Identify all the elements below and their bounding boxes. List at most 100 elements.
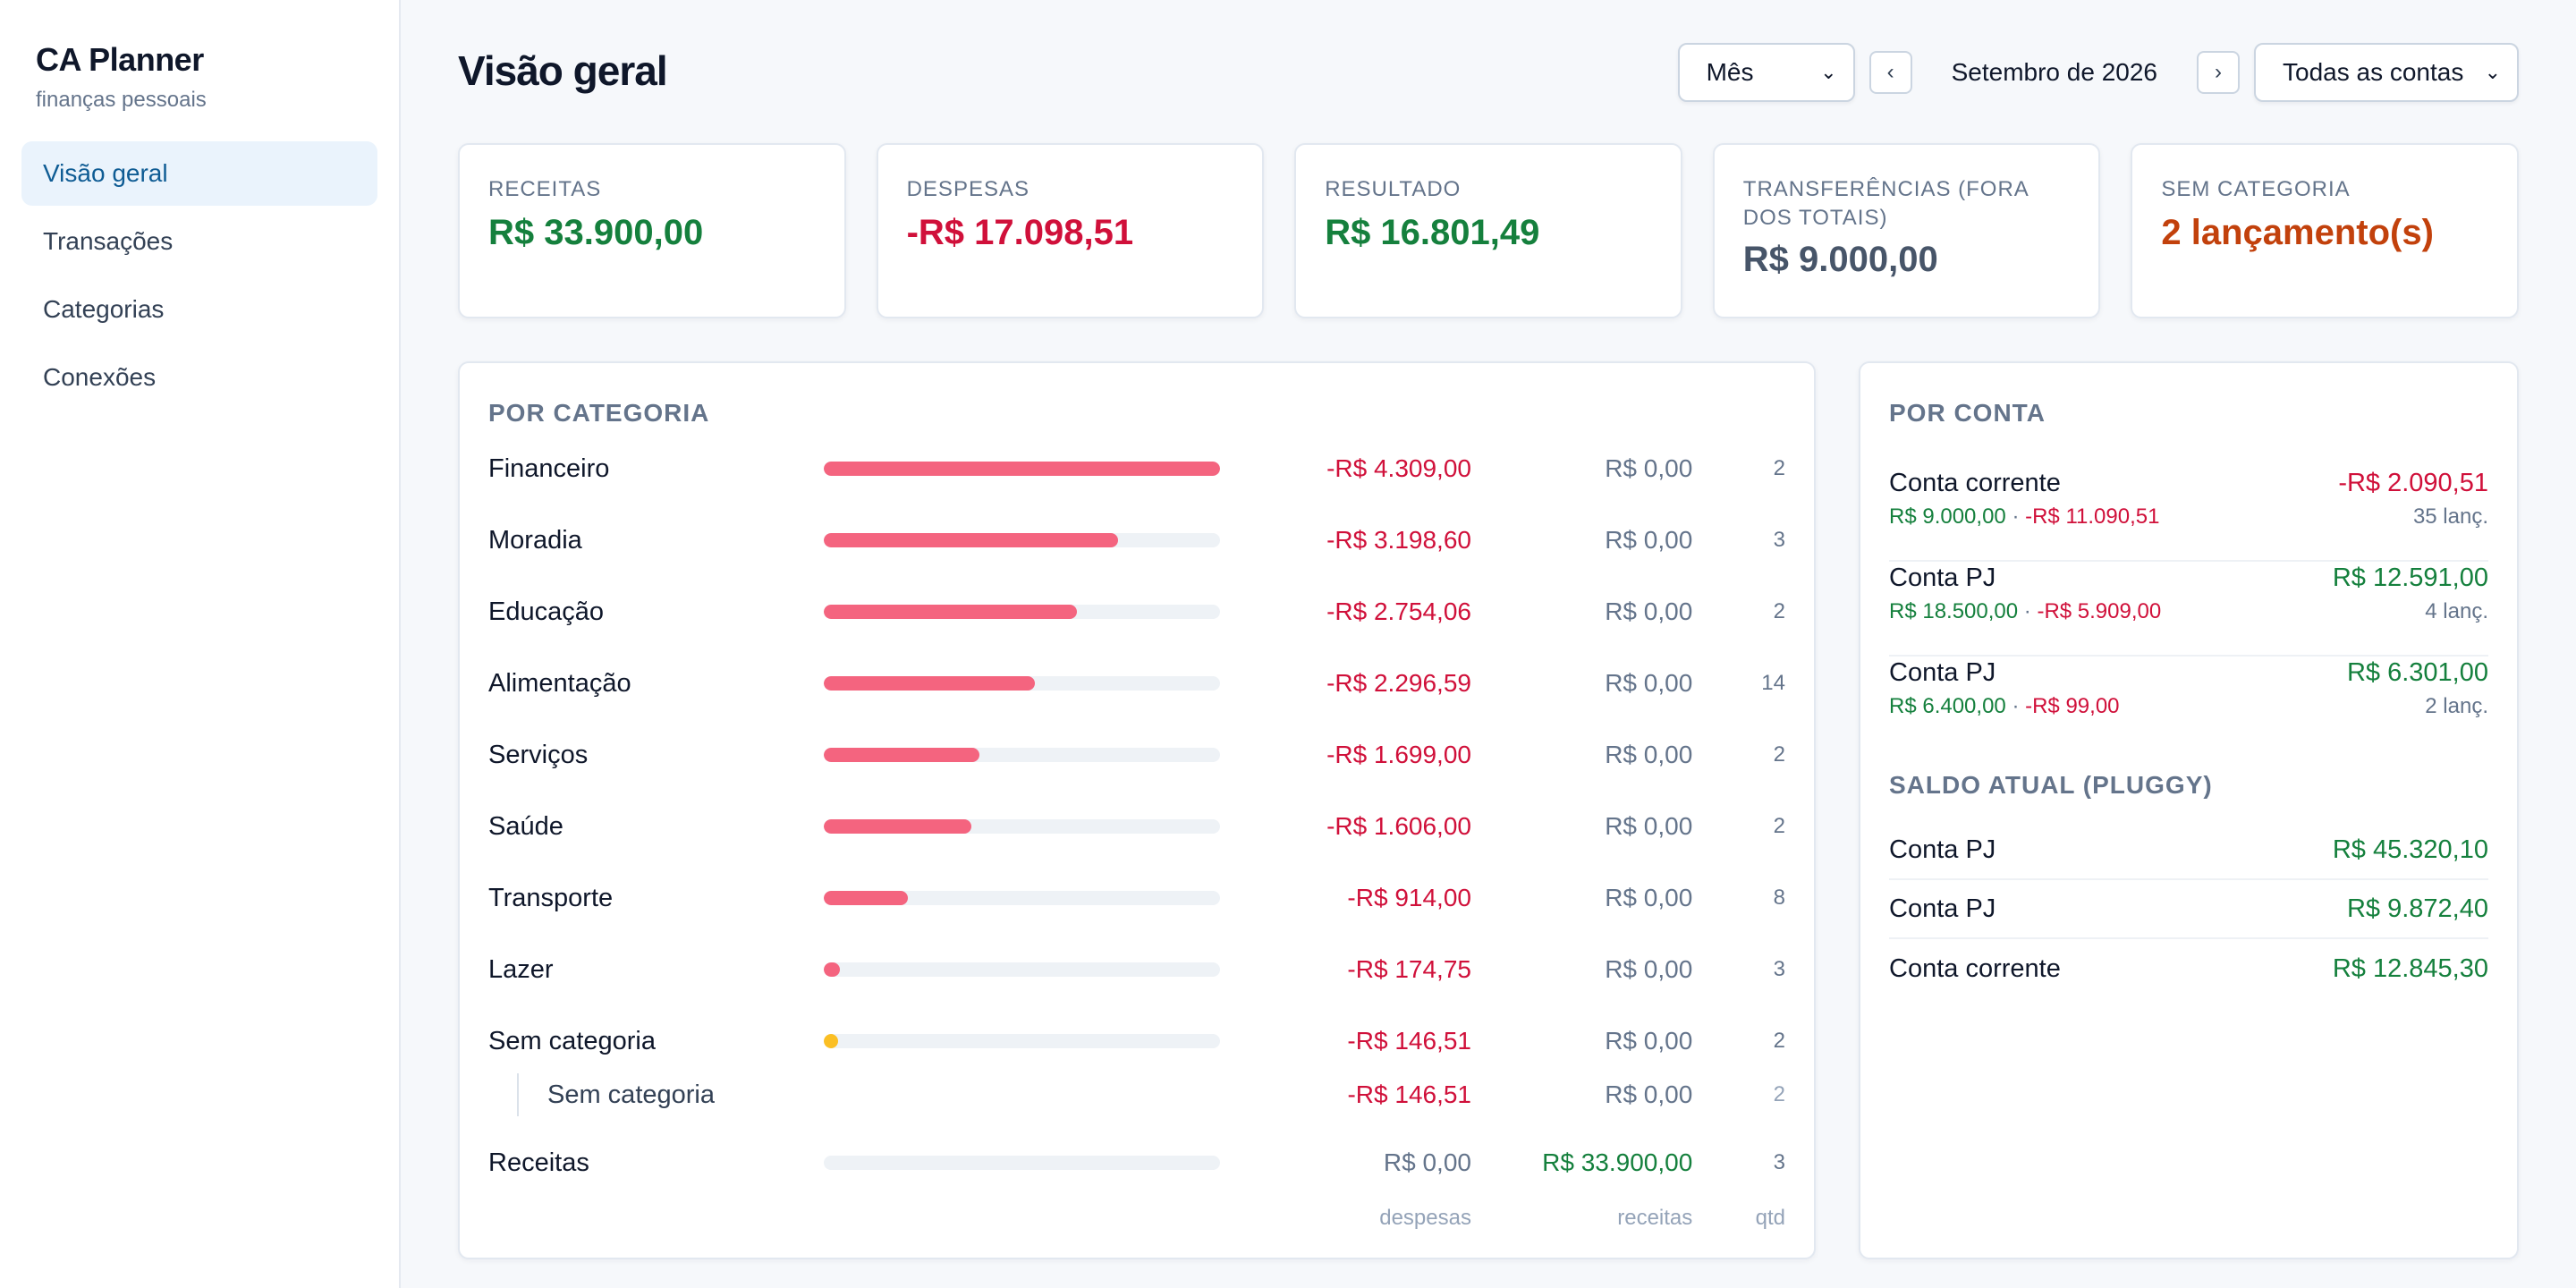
category-panel: POR CATEGORIA Financeiro -R$ 4.309,00 R$ 0… [458, 361, 1816, 1259]
subcategory-income: R$ 0,00 [1605, 1080, 1693, 1108]
category-expense: -R$ 2.754,06 [1326, 597, 1471, 625]
account-split: R$ 6.400,00 · -R$ 99,00 [1889, 694, 2120, 719]
account-total: R$ 12.591,00 [2332, 564, 2488, 592]
category-bar-fill [823, 676, 1035, 691]
sidebar-item-visao-geral[interactable]: Visão geral [21, 141, 377, 206]
card-sem-categoria: SEM CATEGORIA 2 lançamento(s) [2131, 143, 2519, 318]
account-split-separator: · [2005, 504, 2026, 529]
card-value: R$ 33.900,00 [488, 213, 704, 252]
balance-panel-title: SALDO ATUAL (PLUGGY) [1889, 771, 2213, 799]
balance-account-name: Conta PJ [1889, 894, 1996, 923]
category-bar [823, 533, 1220, 547]
category-income: R$ 0,00 [1605, 669, 1693, 697]
category-bar-fill [823, 819, 972, 834]
category-row[interactable]: Educação -R$ 2.754,06 R$ 0,00 2 [488, 594, 1785, 630]
category-expense: -R$ 1.699,00 [1326, 741, 1471, 768]
category-bar-fill [823, 605, 1077, 619]
footer-qty-label: qtd [1755, 1206, 1785, 1230]
card-value: 2 lançamento(s) [2161, 213, 2434, 252]
category-income: R$ 0,00 [1605, 454, 1693, 482]
account-item[interactable]: Conta PJ R$ 6.301,00 R$ 6.400,00 · -R$ 99,… [1889, 658, 2488, 751]
sidebar-item-transacoes[interactable]: Transações [43, 227, 174, 255]
subcategory-name: Sem categoria [488, 1072, 824, 1116]
period-type-select[interactable]: Mês ⌄ [1677, 43, 1855, 102]
category-expense: -R$ 3.198,60 [1326, 526, 1471, 554]
accounts-select[interactable]: Todas as contas ⌄ [2254, 43, 2519, 102]
category-income: R$ 0,00 [1605, 955, 1693, 983]
category-income: R$ 0,00 [1605, 526, 1693, 554]
category-expense: -R$ 4.309,00 [1326, 454, 1471, 482]
category-income: R$ 0,00 [1605, 597, 1693, 625]
chevron-down-icon: ⌄ [1820, 61, 1837, 83]
category-name: Educação [488, 597, 604, 626]
category-income: R$ 33.900,00 [1542, 1148, 1693, 1176]
category-income: R$ 0,00 [1605, 741, 1693, 768]
category-bar [823, 891, 1220, 905]
account-count: 2 lanç. [2425, 694, 2488, 718]
account-income: R$ 6.400,00 [1889, 694, 2006, 718]
category-name: Financeiro [488, 453, 610, 483]
card-label: RESULTADO [1325, 177, 1462, 201]
account-panel-title: POR CONTA [1889, 399, 2046, 427]
category-row[interactable]: Moradia -R$ 3.198,60 R$ 0,00 3 [488, 522, 1785, 558]
category-row[interactable]: Lazer -R$ 174,75 R$ 0,00 3 [488, 952, 1785, 987]
balance-account-name: Conta corrente [1889, 953, 2061, 983]
category-bar-fill [823, 748, 980, 762]
sidebar-item-categorias[interactable]: Categorias [43, 295, 165, 323]
card-label: SEM CATEGORIA [2161, 177, 2351, 201]
account-income: R$ 18.500,00 [1889, 599, 2019, 623]
account-name: Conta corrente [1889, 469, 2061, 497]
page-title: Visão geral [458, 47, 668, 94]
category-row[interactable]: Transporte -R$ 914,00 R$ 0,00 8 [488, 880, 1785, 916]
category-bar-fill [823, 891, 908, 905]
account-split: R$ 18.500,00 · -R$ 5.909,00 [1889, 599, 2161, 624]
category-name: Transporte [488, 883, 614, 912]
category-bar [823, 819, 1220, 834]
category-row[interactable]: Alimentação -R$ 2.296,59 R$ 0,00 14 [488, 665, 1785, 701]
sidebar-item-conexoes[interactable]: Conexões [43, 363, 157, 391]
next-period-button[interactable]: › [2197, 51, 2240, 94]
category-income: R$ 0,00 [1605, 1027, 1693, 1055]
period-controls: Mês ⌄ ‹ Setembro de 2026 › Todas as cont… [1677, 43, 2519, 102]
category-footer: despesas receitas qtd [488, 1200, 1785, 1236]
balance-row: Conta PJ R$ 45.320,10 [1889, 821, 2488, 880]
period-type-value: Mês [1706, 58, 1754, 86]
footer-expense-label: despesas [1379, 1206, 1471, 1230]
prev-period-button[interactable]: ‹ [1868, 51, 1912, 94]
card-receitas: RECEITAS R$ 33.900,00 [458, 143, 846, 318]
category-row[interactable]: Saúde -R$ 1.606,00 R$ 0,00 2 [488, 809, 1785, 844]
app-name: CA Planner [36, 41, 204, 78]
category-bar [823, 1156, 1220, 1170]
account-split-separator: · [2005, 694, 2026, 718]
category-bar-fill [823, 533, 1118, 547]
summary-cards: RECEITAS R$ 33.900,00 DESPESAS -R$ 17.09… [458, 143, 2519, 318]
account-expense: -R$ 11.090,51 [2025, 504, 2160, 529]
category-row-receitas[interactable]: Receitas R$ 0,00 R$ 33.900,00 3 [488, 1145, 1785, 1181]
category-qty: 14 [1761, 671, 1785, 695]
category-row[interactable]: Sem categoria -R$ 146,51 R$ 0,00 2 [488, 1023, 1785, 1059]
category-expense: -R$ 2.296,59 [1326, 669, 1471, 697]
category-qty: 2 [1773, 742, 1785, 767]
category-qty: 2 [1773, 456, 1785, 480]
account-split-separator: · [2018, 599, 2038, 623]
account-expense: -R$ 5.909,00 [2037, 599, 2162, 623]
category-row[interactable]: Serviços -R$ 1.699,00 R$ 0,00 2 [488, 737, 1785, 773]
category-row[interactable]: Financeiro -R$ 4.309,00 R$ 0,00 2 [488, 451, 1785, 487]
category-income: R$ 0,00 [1605, 884, 1693, 911]
account-count: 35 lanç. [2412, 504, 2488, 529]
account-total: -R$ 2.090,51 [2338, 469, 2488, 497]
balance-value: R$ 12.845,30 [2332, 953, 2488, 983]
category-panel-title: POR CATEGORIA [488, 399, 710, 427]
account-item[interactable]: Conta corrente -R$ 2.090,51 R$ 9.000,00 · … [1889, 469, 2488, 562]
category-name: Alimentação [488, 668, 631, 698]
category-expense: -R$ 146,51 [1347, 1027, 1471, 1055]
account-item[interactable]: Conta PJ R$ 12.591,00 R$ 18.500,00 · -R$ 5… [1889, 564, 2488, 657]
category-bar [823, 962, 1220, 977]
category-qty: 8 [1773, 886, 1785, 910]
sidebar: CA Planner finanças pessoais Visão geral… [0, 0, 401, 1288]
accounts-select-value: Todas as contas [2283, 58, 2464, 86]
category-qty: 3 [1773, 957, 1785, 981]
category-bar [823, 462, 1220, 476]
card-value: R$ 9.000,00 [1742, 240, 1938, 279]
category-name: Serviços [488, 740, 589, 769]
